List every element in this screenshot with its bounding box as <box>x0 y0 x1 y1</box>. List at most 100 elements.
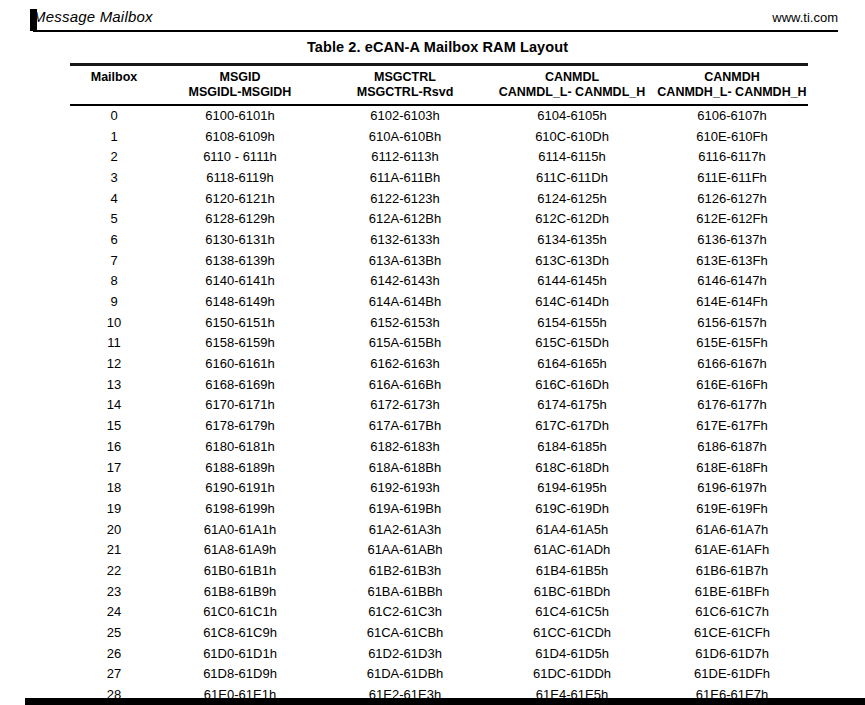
canmdl-address-cell: 6134-6135h <box>488 229 656 250</box>
canmdh-address-cell: 613E-613Fh <box>656 250 808 271</box>
table-row: 136168-6169h616A-616Bh616C-616Dh616E-616… <box>70 374 808 395</box>
msgid-address-cell: 6108-6109h <box>158 126 322 147</box>
msgctrl-address-cell: 613A-613Bh <box>322 250 488 271</box>
canmdh-address-cell: 61CE-61CFh <box>656 622 808 643</box>
msgctrl-address-cell: 6142-6143h <box>322 271 488 292</box>
msgctrl-address-cell: 61C2-61C3h <box>322 602 488 623</box>
table-title: Table 2. eCAN-A Mailbox RAM Layout <box>0 39 865 55</box>
table-row: 116158-6159h615A-615Bh615C-615Dh615E-615… <box>70 333 808 354</box>
canmdl-address-cell: 6104-6105h <box>488 105 656 126</box>
canmdl-address-cell: 613C-613Dh <box>488 250 656 271</box>
table-row: 2161A8-61A9h61AA-61ABh61AC-61ADh61AE-61A… <box>70 539 808 560</box>
msgctrl-address-cell: 61DA-61DBh <box>322 664 488 685</box>
msgid-address-cell: 6140-6141h <box>158 271 322 292</box>
canmdh-address-cell: 6106-6107h <box>656 105 808 126</box>
canmdl-address-cell: 610C-610Dh <box>488 126 656 147</box>
canmdl-address-cell: 61A4-61A5h <box>488 519 656 540</box>
table-row: 146170-6171h6172-6173h6174-6175h6176-617… <box>70 395 808 416</box>
table-row: 06100-6101h6102-6103h6104-6105h6106-6107… <box>70 105 808 126</box>
mailbox-number-cell: 27 <box>70 664 158 685</box>
canmdl-address-cell: 611C-611Dh <box>488 167 656 188</box>
table-row: 36118-6119h611A-611Bh611C-611Dh611E-611F… <box>70 167 808 188</box>
mailbox-ram-table: Mailbox MSGID MSGIDL-MSGIDH MSGCTRL MSGC… <box>70 63 808 705</box>
mailbox-number-cell: 4 <box>70 188 158 209</box>
mailbox-number-cell: 14 <box>70 395 158 416</box>
msgctrl-address-cell: 614A-614Bh <box>322 291 488 312</box>
table-row: 2761D8-61D9h61DA-61DBh61DC-61DDh61DE-61D… <box>70 664 808 685</box>
canmdl-address-cell: 617C-617Dh <box>488 415 656 436</box>
mailbox-number-cell: 17 <box>70 457 158 478</box>
canmdh-address-cell: 6196-6197h <box>656 477 808 498</box>
mailbox-number-cell: 18 <box>70 477 158 498</box>
mailbox-number-cell: 7 <box>70 250 158 271</box>
table-row: 2661D0-61D1h61D2-61D3h61D4-61D5h61D6-61D… <box>70 643 808 664</box>
msgid-address-cell: 6110 - 6111h <box>158 146 322 167</box>
canmdl-address-cell: 61C4-61C5h <box>488 602 656 623</box>
msgid-address-cell: 6118-6119h <box>158 167 322 188</box>
msgid-address-cell: 6160-6161h <box>158 353 322 374</box>
msgid-address-cell: 6130-6131h <box>158 229 322 250</box>
mailbox-number-cell: 24 <box>70 602 158 623</box>
msgctrl-address-cell: 612A-612Bh <box>322 208 488 229</box>
canmdl-address-cell: 6124-6125h <box>488 188 656 209</box>
msgctrl-address-cell: 61BA-61BBh <box>322 581 488 602</box>
canmdh-address-cell: 610E-610Fh <box>656 126 808 147</box>
table-row: 2261B0-61B1h61B2-61B3h61B4-61B5h61B6-61B… <box>70 560 808 581</box>
canmdl-address-cell: 61AC-61ADh <box>488 539 656 560</box>
canmdl-address-cell: 6144-6145h <box>488 271 656 292</box>
mailbox-number-cell: 5 <box>70 208 158 229</box>
scan-artifact-bottom-bar <box>25 698 865 705</box>
msgctrl-address-cell: 61CA-61CBh <box>322 622 488 643</box>
running-header-section: Message Mailbox <box>33 8 153 25</box>
msgid-address-cell: 6180-6181h <box>158 436 322 457</box>
msgid-address-cell: 6120-6121h <box>158 188 322 209</box>
msgid-address-cell: 6168-6169h <box>158 374 322 395</box>
canmdl-address-cell: 6164-6165h <box>488 353 656 374</box>
mailbox-number-cell: 19 <box>70 498 158 519</box>
mailbox-number-cell: 2 <box>70 146 158 167</box>
msgctrl-address-cell: 61D2-61D3h <box>322 643 488 664</box>
msgctrl-address-cell: 61B2-61B3h <box>322 560 488 581</box>
page-header: Message Mailbox www.ti.com <box>33 8 838 32</box>
canmdl-address-cell: 615C-615Dh <box>488 333 656 354</box>
canmdh-address-cell: 6186-6187h <box>656 436 808 457</box>
col-header-msgid: MSGID MSGIDL-MSGIDH <box>158 65 322 106</box>
table-row: 126160-6161h6162-6163h6164-6165h6166-616… <box>70 353 808 374</box>
canmdh-address-cell: 616E-616Fh <box>656 374 808 395</box>
mailbox-number-cell: 25 <box>70 622 158 643</box>
msgctrl-address-cell: 6152-6153h <box>322 312 488 333</box>
msgid-address-cell: 6148-6149h <box>158 291 322 312</box>
canmdl-address-cell: 6194-6195h <box>488 477 656 498</box>
col-header-canmdh: CANMDH CANMDH_L- CANMDH_H <box>656 65 808 106</box>
website-link[interactable]: www.ti.com <box>772 10 838 25</box>
table-row: 16108-6109h610A-610Bh610C-610Dh610E-610F… <box>70 126 808 147</box>
mailbox-table-body: 06100-6101h6102-6103h6104-6105h6106-6107… <box>70 105 808 705</box>
canmdl-address-cell: 6184-6185h <box>488 436 656 457</box>
canmdh-address-cell: 61AE-61AFh <box>656 539 808 560</box>
canmdh-address-cell: 615E-615Fh <box>656 333 808 354</box>
canmdh-address-cell: 6136-6137h <box>656 229 808 250</box>
mailbox-number-cell: 20 <box>70 519 158 540</box>
canmdh-address-cell: 61D6-61D7h <box>656 643 808 664</box>
msgctrl-address-cell: 6172-6173h <box>322 395 488 416</box>
msgid-address-cell: 61A8-61A9h <box>158 539 322 560</box>
table-row: 2561C8-61C9h61CA-61CBh61CC-61CDh61CE-61C… <box>70 622 808 643</box>
msgctrl-address-cell: 617A-617Bh <box>322 415 488 436</box>
table-header: Mailbox MSGID MSGIDL-MSGIDH MSGCTRL MSGC… <box>70 65 808 106</box>
mailbox-number-cell: 12 <box>70 353 158 374</box>
table-row: 196198-6199h619A-619Bh619C-619Dh619E-619… <box>70 498 808 519</box>
canmdl-address-cell: 619C-619Dh <box>488 498 656 519</box>
canmdh-address-cell: 6176-6177h <box>656 395 808 416</box>
col-header-msgctrl: MSGCTRL MSGCTRL-Rsvd <box>322 65 488 106</box>
msgctrl-address-cell: 6112-6113h <box>322 146 488 167</box>
table-header-row: Mailbox MSGID MSGIDL-MSGIDH MSGCTRL MSGC… <box>70 65 808 106</box>
mailbox-number-cell: 6 <box>70 229 158 250</box>
canmdl-address-cell: 61CC-61CDh <box>488 622 656 643</box>
mailbox-number-cell: 13 <box>70 374 158 395</box>
canmdh-address-cell: 6126-6127h <box>656 188 808 209</box>
canmdh-address-cell: 6146-6147h <box>656 271 808 292</box>
canmdh-address-cell: 611E-611Fh <box>656 167 808 188</box>
canmdh-address-cell: 617E-617Fh <box>656 415 808 436</box>
msgid-address-cell: 6128-6129h <box>158 208 322 229</box>
canmdh-address-cell: 6166-6167h <box>656 353 808 374</box>
